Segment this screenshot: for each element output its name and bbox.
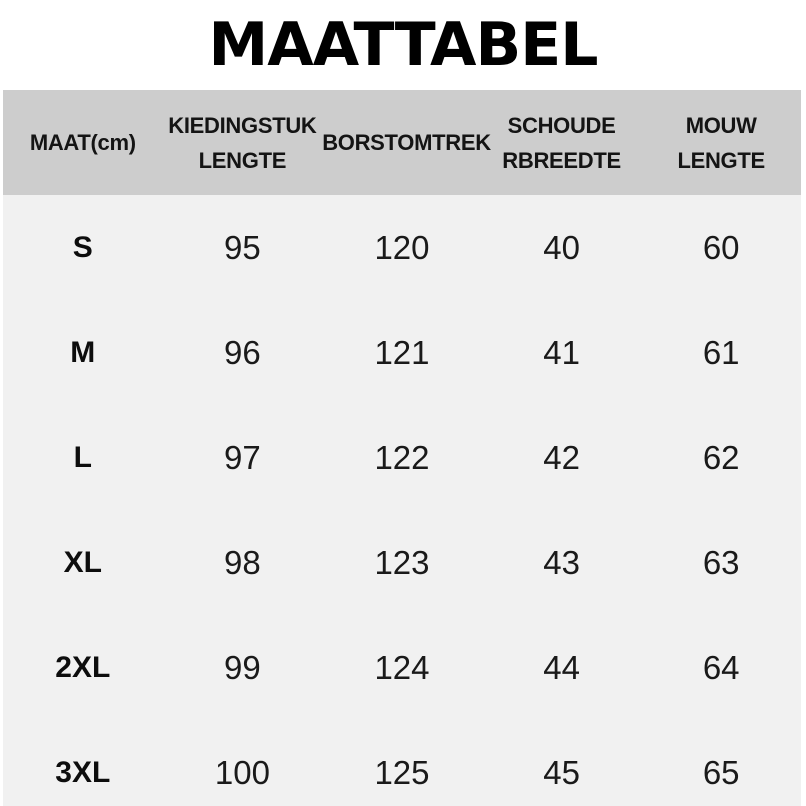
column-header-mouwlengte: MOUW LENGTE	[641, 108, 801, 178]
column-header-label: LENGTE	[198, 147, 287, 173]
value-cell: 63	[702, 543, 740, 581]
value-cell: 122	[374, 438, 430, 476]
table-row: 3XL 100 125 45 65	[3, 720, 801, 806]
value-cell: 40	[543, 228, 580, 266]
column-header-label: KIEDINGSTUK	[168, 112, 317, 138]
column-header-schouderbreedte: SCHOUDE RBREEDTE	[482, 108, 642, 178]
value-cell: 61	[702, 333, 740, 371]
value-cell: 98	[224, 543, 261, 581]
value-cell: 97	[224, 438, 261, 476]
size-label: S	[72, 230, 93, 264]
size-label: L	[73, 440, 92, 474]
value-cell: 100	[214, 753, 270, 791]
column-header-borstomtrek: BORSTOMTREK	[322, 125, 491, 160]
column-header-label: BORSTOMTREK	[322, 130, 491, 155]
value-cell: 43	[543, 543, 580, 581]
size-label: 3XL	[55, 755, 111, 789]
column-header-label: LENGTE	[677, 147, 765, 173]
value-cell: 41	[543, 333, 580, 371]
size-label: M	[70, 335, 96, 369]
column-header-kledingstuk-lengte: KIEDINGSTUK LENGTE	[163, 108, 323, 178]
value-cell: 99	[224, 648, 261, 686]
table-row: L 97 122 42 62	[3, 405, 801, 510]
value-cell: 45	[543, 753, 580, 791]
size-label: 2XL	[55, 650, 111, 684]
value-cell: 95	[224, 228, 261, 266]
value-cell: 120	[374, 228, 430, 266]
table-row: M 96 121 41 61	[3, 300, 801, 405]
page-title: MAATTABEL	[208, 10, 599, 80]
column-header-label: MOUW	[685, 112, 757, 138]
column-header-maat: MAAT(cm)	[3, 125, 163, 160]
value-cell: 44	[543, 648, 580, 686]
size-label: XL	[63, 545, 102, 579]
table-body: S 95 120 40 60 M 96 121 41 61 L 97 122 4…	[3, 195, 801, 806]
title-bar: MAATTABEL	[0, 0, 806, 90]
size-table: MAAT(cm) KIEDINGSTUK LENGTE BORSTOMTREK …	[3, 90, 801, 806]
column-header-label: RBREEDTE	[502, 147, 621, 173]
table-row: S 95 120 40 60	[3, 195, 801, 300]
value-cell: 65	[702, 753, 740, 791]
table-row: 2XL 99 124 44 64	[3, 615, 801, 720]
table-header-row: MAAT(cm) KIEDINGSTUK LENGTE BORSTOMTREK …	[3, 90, 801, 195]
value-cell: 125	[374, 753, 430, 791]
value-cell: 42	[543, 438, 580, 476]
value-cell: 121	[374, 333, 430, 371]
column-header-label: SCHOUDE	[507, 112, 616, 138]
value-cell: 62	[702, 438, 740, 476]
value-cell: 60	[702, 228, 740, 266]
table-row: XL 98 123 43 63	[3, 510, 801, 615]
value-cell: 124	[374, 648, 430, 686]
value-cell: 64	[702, 648, 740, 686]
value-cell: 96	[224, 333, 261, 371]
value-cell: 123	[374, 543, 430, 581]
column-header-label: MAAT(cm)	[29, 130, 136, 155]
